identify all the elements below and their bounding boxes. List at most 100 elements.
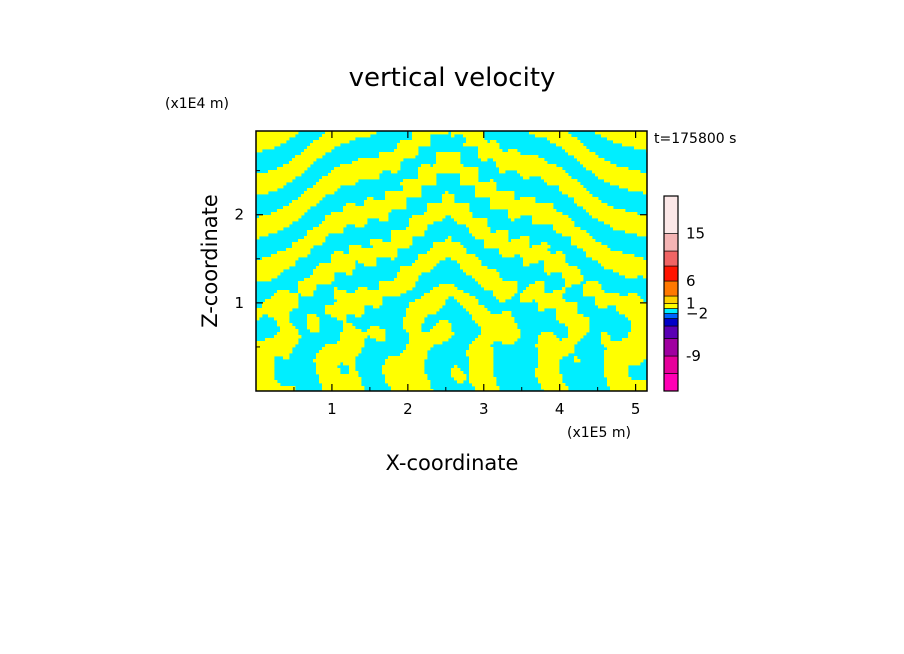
positive-velocity-cell [544,389,569,391]
positive-velocity-cell [334,251,344,255]
positive-velocity-cell [364,200,407,204]
positive-velocity-cell [406,311,437,315]
positive-velocity-cell [481,329,521,333]
positive-velocity-cell [256,341,299,345]
positive-velocity-cell [568,194,593,198]
positive-velocity-cell [370,242,413,246]
positive-velocity-cell [502,311,512,315]
colorbar-level [663,195,679,234]
positive-velocity-cell [277,332,299,336]
positive-velocity-cell [448,236,452,240]
positive-velocity-cell [598,176,647,180]
positive-velocity-cell [556,317,590,321]
positive-velocity-cell [466,272,500,276]
colorbar-tick-label: −2 [686,305,708,323]
positive-velocity-cell [349,368,356,372]
positive-velocity-cell [346,272,353,276]
positive-velocity-cell [256,173,302,177]
positive-velocity-cell [538,350,575,354]
positive-velocity-cell [469,365,494,369]
positive-velocity-cell [451,257,479,261]
positive-velocity-cell [433,164,464,168]
positive-velocity-cell [256,311,290,315]
positive-velocity-cell [265,338,299,342]
positive-velocity-cell [385,197,407,201]
positive-velocity-cell [493,158,545,162]
positive-velocity-cell [481,284,518,288]
positive-velocity-cell [604,374,629,378]
positive-velocity-cell [544,263,569,267]
positive-velocity-cell [277,167,308,171]
positive-velocity-cell [538,377,563,381]
positive-velocity-cell [616,305,647,309]
positive-velocity-cell [394,149,419,153]
positive-velocity-cell [490,206,554,210]
positive-velocity-cell [553,224,575,228]
positive-velocity-cell [436,152,461,156]
positive-velocity-cell [256,377,275,381]
positive-velocity-cell [595,299,644,303]
positive-velocity-cell [466,308,488,312]
positive-velocity-cell [469,347,494,351]
positive-velocity-cell [604,221,647,225]
positive-velocity-cell [409,341,443,345]
positive-velocity-cell [595,296,641,300]
positive-velocity-cell [496,164,557,168]
positive-velocity-cell [631,329,647,333]
positive-velocity-cell [607,347,647,351]
positive-velocity-cell [562,272,581,276]
positive-velocity-cell [256,260,296,264]
positive-velocity-cell [337,317,347,321]
y-tick-label: 1 [234,294,244,312]
positive-velocity-cell [382,371,425,375]
positive-velocity-cell [274,335,302,339]
positive-velocity-cell [256,179,293,183]
positive-velocity-cell [625,230,647,234]
positive-velocity-cell [418,176,437,180]
positive-velocity-cell [571,236,593,240]
positive-velocity-cell [319,263,356,267]
positive-velocity-cell [544,260,566,264]
positive-velocity-cell [601,335,611,339]
positive-velocity-cell [304,236,326,240]
positive-velocity-cell [562,146,587,150]
positive-velocity-cell [460,266,488,270]
positive-velocity-cell [262,257,299,261]
positive-velocity-cell [460,173,479,177]
positive-velocity-cell [385,380,431,384]
positive-velocity-cell [298,284,317,288]
positive-velocity-cell [256,182,287,186]
positive-velocity-cell [610,389,647,391]
positive-velocity-cell [451,131,485,135]
colorbar-tick-label: 6 [686,272,696,290]
colorbar-level [663,373,679,392]
x-tick-label: 4 [555,400,565,418]
positive-velocity-cell [397,146,419,150]
positive-velocity-cell [499,248,548,252]
positive-velocity-cell [307,320,320,324]
positive-velocity-cell [430,329,452,333]
positive-velocity-cell [406,347,431,351]
positive-velocity-cell [325,131,377,135]
positive-velocity-cell [469,380,497,384]
positive-velocity-cell [604,368,629,372]
x-unit-label: (x1E5 m) [567,425,631,441]
chart-title: vertical velocity [349,63,556,93]
positive-velocity-cell [523,257,566,261]
positive-velocity-cell [478,281,518,285]
positive-velocity-cell [322,134,371,138]
positive-velocity-cell [484,287,518,291]
positive-velocity-cell [490,179,494,183]
positive-velocity-cell [472,275,500,279]
positive-velocity-cell [601,134,647,138]
positive-velocity-cell [256,350,293,354]
positive-velocity-cell [484,239,509,243]
positive-velocity-cell [451,368,461,372]
positive-velocity-cell [316,182,356,186]
positive-velocity-cell [385,359,425,363]
positive-velocity-cell [298,239,326,243]
colorbar: -9 −21 6 15 [663,195,708,392]
positive-velocity-cell [583,293,620,297]
positive-velocity-cell [574,155,599,159]
positive-velocity-cell [562,287,566,291]
